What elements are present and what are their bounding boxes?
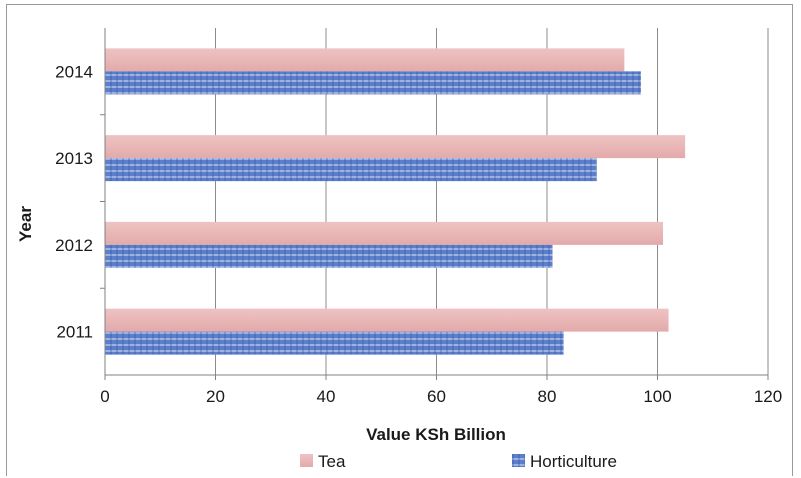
- x-tick-label: 20: [206, 387, 225, 406]
- bars: [105, 48, 686, 355]
- legend-swatch-horticulture: [512, 454, 525, 467]
- bar-horticulture-2013: [105, 158, 597, 182]
- y-axis-title: Year: [16, 206, 35, 242]
- bar-horticulture-2012: [105, 244, 553, 268]
- bar-tea-2014: [105, 48, 625, 72]
- legend: Tea Horticulture: [300, 452, 617, 471]
- x-tick-label: 60: [427, 387, 446, 406]
- legend-swatch-tea: [300, 454, 313, 467]
- bar-horticulture-2011: [105, 331, 564, 355]
- y-tick-label: 2012: [55, 236, 93, 255]
- bar-tea-2011: [105, 308, 669, 332]
- y-tick-label: 2013: [55, 149, 93, 168]
- x-tick-label: 120: [754, 387, 782, 406]
- x-tick-label: 40: [317, 387, 336, 406]
- y-tick-label: 2011: [56, 323, 93, 342]
- legend-label-tea: Tea: [318, 452, 346, 471]
- x-tick-label: 80: [538, 387, 557, 406]
- x-tick-label: 0: [100, 387, 109, 406]
- legend-label-horticulture: Horticulture: [530, 452, 617, 471]
- bar-tea-2013: [105, 135, 686, 159]
- x-axis-title: Value KSh Billion: [366, 425, 506, 444]
- x-tick-labels: 0 20 40 60 80 100 120: [100, 375, 782, 406]
- y-tick-labels: 2011 2012 2013 2014: [55, 62, 105, 342]
- bar-horticulture-2014: [105, 71, 641, 95]
- x-tick-label: 100: [643, 387, 671, 406]
- bar-tea-2012: [105, 221, 664, 245]
- y-tick-label: 2014: [55, 62, 93, 81]
